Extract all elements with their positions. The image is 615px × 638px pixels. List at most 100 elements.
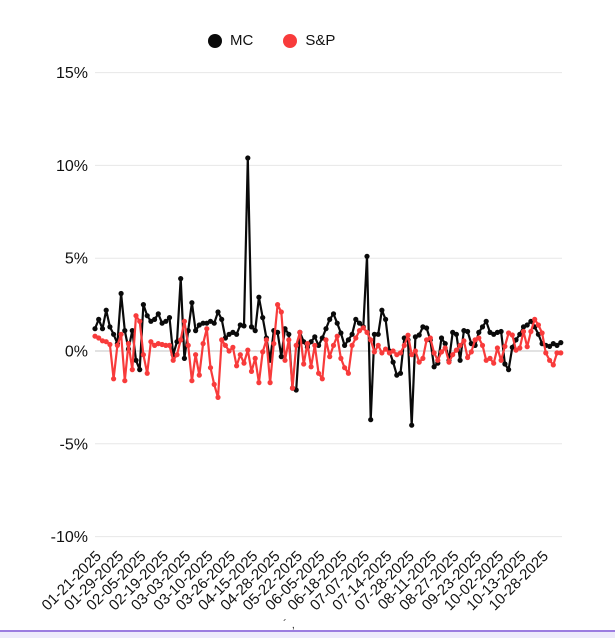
data-point[interactable] [137,318,143,324]
data-point[interactable] [330,342,337,348]
data-point[interactable] [241,323,247,329]
data-point[interactable] [383,346,389,352]
data-point[interactable] [174,352,180,358]
data-point[interactable] [554,350,560,356]
data-point[interactable] [275,302,281,308]
data-point[interactable] [558,350,564,356]
data-point[interactable] [312,334,318,340]
data-point[interactable] [368,417,374,423]
data-point[interactable] [316,342,322,348]
data-point[interactable] [349,331,355,337]
data-point[interactable] [103,307,109,313]
data-point[interactable] [327,316,333,322]
data-point[interactable] [219,337,225,343]
data-point[interactable] [163,342,169,348]
data-point[interactable] [245,347,251,353]
data-point[interactable] [371,331,377,337]
data-point[interactable] [356,320,363,326]
data-point[interactable] [99,326,106,332]
data-point[interactable] [122,378,128,384]
data-point[interactable] [241,360,247,366]
data-point[interactable] [301,361,307,367]
data-point[interactable] [118,331,124,337]
data-point[interactable] [405,332,411,338]
data-point[interactable] [338,330,344,336]
data-point[interactable] [178,276,184,282]
data-point[interactable] [342,342,348,348]
data-point[interactable] [185,342,191,348]
data-point[interactable] [412,348,418,354]
data-point[interactable] [450,352,456,358]
data-point[interactable] [125,341,132,347]
data-point[interactable] [200,341,206,347]
data-point[interactable] [442,341,448,347]
data-point[interactable] [446,359,452,365]
data-point[interactable] [364,253,370,259]
data-point[interactable] [520,328,527,335]
data-point[interactable] [256,380,262,386]
data-point[interactable] [330,311,337,317]
data-point[interactable] [92,326,98,332]
data-point[interactable] [181,355,187,361]
data-point[interactable] [207,365,214,371]
data-point[interactable] [133,313,139,319]
data-point[interactable] [342,365,348,371]
data-point[interactable] [539,330,545,336]
data-point[interactable] [215,309,221,315]
data-point[interactable] [252,328,258,334]
data-point[interactable] [543,350,549,356]
data-point[interactable] [122,328,128,334]
data-point[interactable] [483,318,489,324]
data-point[interactable] [152,316,158,322]
data-point[interactable] [260,315,266,321]
data-point[interactable] [457,342,463,348]
data-point[interactable] [129,328,135,334]
data-point[interactable] [517,331,523,337]
data-point[interactable] [509,344,515,350]
data-point[interactable] [453,347,459,353]
data-point[interactable] [479,324,486,330]
data-point[interactable] [390,348,396,354]
data-point[interactable] [252,355,258,361]
data-point[interactable] [96,316,102,322]
data-point[interactable] [260,349,266,355]
data-point[interactable] [323,326,329,332]
data-point[interactable] [193,352,199,358]
data-point[interactable] [282,357,288,363]
data-point[interactable] [420,355,426,361]
data-point[interactable] [479,342,486,348]
data-point[interactable] [379,350,385,356]
data-point[interactable] [532,316,538,322]
data-point[interactable] [427,335,433,341]
data-point[interactable] [248,324,255,330]
data-point[interactable] [535,322,542,328]
data-point[interactable] [453,331,459,337]
data-point[interactable] [468,349,474,355]
data-point[interactable] [286,331,292,337]
legend-item-sp[interactable]: S&P [283,32,335,49]
data-point[interactable] [558,340,564,346]
data-point[interactable] [375,331,381,337]
data-point[interactable] [528,328,534,335]
data-point[interactable] [200,320,206,326]
data-point[interactable] [234,331,240,337]
data-point[interactable] [397,350,404,356]
data-point[interactable] [103,339,109,345]
data-point[interactable] [476,335,482,341]
data-point[interactable] [506,367,512,373]
data-point[interactable] [457,357,463,363]
data-point[interactable] [334,333,340,339]
data-point[interactable] [178,337,184,343]
data-point[interactable] [308,364,314,370]
data-point[interactable] [356,328,363,334]
data-point[interactable] [409,422,415,428]
data-point[interactable] [226,348,232,354]
data-point[interactable] [96,335,102,341]
data-point[interactable] [219,316,225,322]
data-point[interactable] [524,322,530,328]
data-point[interactable] [476,329,482,335]
data-point[interactable] [316,370,322,376]
data-point[interactable] [107,324,113,330]
data-point[interactable] [554,342,560,348]
data-point[interactable] [245,155,251,161]
